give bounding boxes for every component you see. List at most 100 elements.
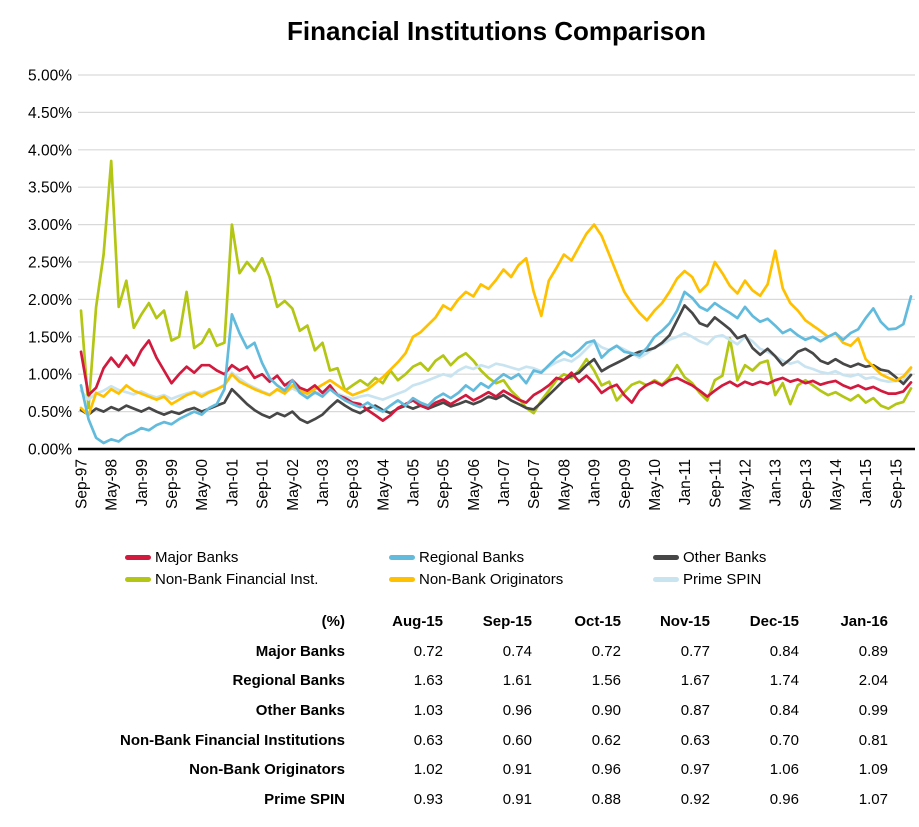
table-header-cell: Oct-15 [574, 613, 621, 631]
table-value-cell: 0.88 [591, 790, 621, 808]
legend-label: Major Banks [155, 548, 239, 566]
x-axis-tick-label: Sep-09 [617, 459, 634, 509]
y-axis-tick-label: 4.50% [28, 105, 72, 122]
chart-title: Financial Institutions Comparison [287, 16, 706, 46]
legend-label: Non-Bank Originators [419, 570, 564, 588]
y-axis-tick-label: 2.50% [28, 255, 72, 272]
x-axis-tick-label: Sep-13 [798, 459, 815, 509]
table-value-cell: 0.60 [502, 731, 532, 749]
table-value-cell: 1.09 [858, 761, 888, 779]
table-value-cell: 0.96 [769, 790, 799, 808]
x-axis-tick-label: Sep-03 [345, 459, 362, 509]
table-value-cell: 0.63 [413, 731, 443, 749]
legend-item-other-banks: Other Banks [653, 546, 915, 568]
table-value-cell: 0.92 [680, 790, 710, 808]
legend-swatch-icon [389, 576, 415, 582]
x-axis-tick-label: May-14 [828, 459, 845, 511]
table-value-cell: 0.91 [502, 761, 532, 779]
table-value-cell: 1.67 [680, 672, 710, 690]
line-chart: 0.00% 0.50% 1.00% 1.50% 2.00% 2.50% 3.00% 3.50%… [28, 68, 915, 511]
x-axis-tick-label: Jan-99 [134, 459, 151, 506]
x-axis-tick-label: Jan-15 [858, 459, 875, 506]
table-value-cell: 0.81 [858, 731, 888, 749]
legend-label: Other Banks [683, 548, 767, 566]
x-axis-tick-label: May-08 [556, 459, 573, 511]
x-axis-tick-label: Jan-11 [677, 459, 694, 505]
table-row-label: Major Banks [255, 642, 345, 660]
legend-item-major-banks: Major Banks [125, 546, 389, 568]
table-value-cell: 0.91 [502, 790, 532, 808]
x-axis-tick-label: Sep-05 [436, 459, 453, 509]
table-value-cell: 1.61 [502, 672, 532, 690]
x-axis-tick-label: Sep-99 [164, 459, 181, 509]
table-value-cell: 0.62 [591, 731, 621, 749]
x-axis-tick-label: Sep-97 [74, 459, 91, 509]
table-row-label: Prime SPIN [264, 790, 345, 808]
y-axis-tick-label: 1.50% [28, 329, 72, 346]
legend-item-prime-spin: Prime SPIN [653, 568, 915, 590]
legend-label: Regional Banks [419, 548, 525, 566]
table-value-cell: 1.03 [413, 702, 443, 720]
x-axis-tick-label: Jan-03 [315, 459, 332, 506]
table-row-label: Non-Bank Originators [189, 761, 345, 779]
y-axis-tick-label: 3.50% [28, 180, 72, 197]
table-value-cell: 0.89 [858, 642, 888, 660]
y-axis-tick-label: 2.00% [28, 292, 72, 309]
table-value-cell: 0.99 [858, 702, 888, 720]
table-value-cell: 0.74 [502, 642, 532, 660]
series-line-regional-banks [79, 290, 913, 445]
x-axis-tick-label: Jan-09 [587, 459, 604, 506]
x-axis-tick-label: Sep-15 [888, 459, 905, 509]
x-axis-tick-label: Jan-07 [496, 459, 513, 506]
legend-item-regional-banks: Regional Banks [389, 546, 653, 568]
legend-label: Non-Bank Financial Inst. [155, 570, 319, 588]
table-value-cell: 0.93 [413, 790, 443, 808]
table-value-cell: 0.97 [680, 761, 710, 779]
legend-swatch-icon [125, 576, 151, 582]
table-value-cell: 2.04 [858, 672, 888, 690]
table-value-cell: 0.84 [769, 702, 799, 720]
table-value-cell: 0.96 [591, 761, 621, 779]
table-value-cell: 1.74 [769, 672, 799, 690]
table-value-cell: 0.63 [680, 731, 710, 749]
table-value-cell: 0.84 [769, 642, 799, 660]
table-header-cell: Nov-15 [659, 613, 710, 631]
legend-swatch-icon [125, 554, 151, 560]
y-axis-tick-label: 0.00% [28, 442, 72, 459]
y-axis-tick-label: 0.50% [28, 404, 72, 421]
y-axis-tick-label: 1.00% [28, 367, 72, 384]
y-axis-tick-label: 3.00% [28, 217, 72, 234]
table-header-cell: Jan-16 [840, 613, 888, 631]
series-line-other-banks [79, 304, 913, 425]
x-axis-tick-label: Sep-11 [707, 459, 724, 508]
x-axis-tick-label: May-12 [737, 459, 754, 511]
x-axis-tick-label: Jan-01 [224, 459, 241, 506]
chart-legend: Major Banks Regional Banks Other Banks Non-… [125, 546, 915, 590]
table-value-cell: 1.07 [858, 790, 888, 808]
legend-item-non-bank-financial-inst-: Non-Bank Financial Inst. [125, 568, 389, 590]
x-axis-tick-label: May-04 [375, 459, 392, 511]
table-row-label: Other Banks [255, 702, 345, 720]
series-line-non-bank-originators [79, 223, 913, 417]
table-header-cell: Dec-15 [749, 613, 799, 631]
summary-table: (%) Aug-15 Sep-15 Oct-15 Nov-15 Dec-15 Jan-16 M… [0, 607, 888, 814]
table-value-cell: 1.63 [413, 672, 443, 690]
x-axis-tick-label: May-02 [285, 459, 302, 511]
x-axis-tick-label: Sep-01 [255, 459, 272, 509]
table-value-cell: 0.70 [769, 731, 799, 749]
table-header-unit: (%) [321, 613, 345, 631]
table-value-cell: 1.06 [769, 761, 799, 779]
y-axis-tick-label: 4.00% [28, 142, 72, 159]
table-value-cell: 0.87 [680, 702, 710, 720]
y-axis-tick-label: 5.00% [28, 68, 72, 85]
x-axis-tick-label: Jan-05 [405, 459, 422, 506]
table-header-cell: Aug-15 [392, 613, 443, 631]
x-axis-tick-label: May-06 [466, 459, 483, 511]
table-value-cell: 0.72 [413, 642, 443, 660]
table-row-label: Regional Banks [232, 672, 345, 690]
series-line-non-bank-financial-inst- [79, 159, 913, 415]
x-axis-tick-label: May-10 [647, 459, 664, 511]
table-value-cell: 0.90 [591, 702, 621, 720]
table-value-cell: 1.02 [413, 761, 443, 779]
